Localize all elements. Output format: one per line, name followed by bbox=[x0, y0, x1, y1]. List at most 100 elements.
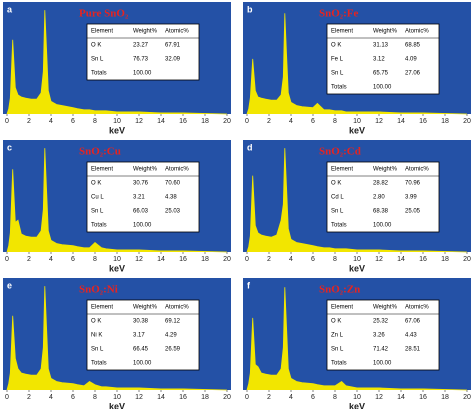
x-tick-label: 4 bbox=[49, 118, 53, 125]
x-tick-label: 14 bbox=[397, 394, 405, 401]
table-header: Element bbox=[91, 305, 113, 311]
panel-title: SnO₂:Fe bbox=[319, 8, 358, 20]
table-header: Atomic% bbox=[405, 167, 429, 173]
x-tick-label: 14 bbox=[157, 394, 165, 401]
table-header: Atomic% bbox=[165, 29, 189, 35]
x-tick-label: 18 bbox=[441, 256, 449, 263]
table-cell: 76.73 bbox=[133, 57, 149, 63]
table-cell: 27.06 bbox=[405, 71, 421, 77]
table-cell: Totals bbox=[331, 361, 347, 367]
table-header: Element bbox=[331, 167, 353, 173]
x-tick-label: 0 bbox=[5, 118, 9, 125]
table-cell: 4.43 bbox=[405, 333, 417, 339]
table-cell: 3.17 bbox=[133, 333, 145, 339]
x-tick-label: 16 bbox=[179, 118, 187, 125]
panel: 0 2 4 6 8 10 12 14 16 18 20 keV c SnO₂:Cu Element Weigh… bbox=[3, 140, 231, 273]
table-cell: 4.29 bbox=[165, 333, 177, 339]
table-box bbox=[86, 299, 200, 371]
x-axis-label: keV bbox=[349, 125, 365, 135]
x-tick-label: 18 bbox=[201, 256, 209, 263]
table-cell: Sn L bbox=[91, 57, 104, 63]
x-tick-label: 16 bbox=[419, 394, 427, 401]
table-cell: 68.85 bbox=[405, 43, 421, 49]
table-cell: 67.91 bbox=[165, 43, 181, 49]
table-cell: Totals bbox=[91, 71, 107, 77]
table-cell: Ni K bbox=[91, 333, 102, 339]
panel: 0 2 4 6 8 10 12 14 16 18 20 keV d SnO₂:Cd Element Weigh… bbox=[243, 140, 471, 273]
table-cell: O K bbox=[331, 319, 341, 325]
panel-letter: c bbox=[7, 142, 12, 152]
x-tick-label: 16 bbox=[419, 256, 427, 263]
x-tick-label: 18 bbox=[201, 118, 209, 125]
x-tick-label: 6 bbox=[311, 256, 315, 263]
x-tick-label: 2 bbox=[267, 118, 271, 125]
spectrum bbox=[246, 148, 468, 253]
x-tick-label: 10 bbox=[353, 256, 361, 263]
x-tick-label: 4 bbox=[289, 394, 293, 401]
x-tick-label: 10 bbox=[353, 118, 361, 125]
x-tick-label: 8 bbox=[93, 256, 97, 263]
table-cell: O K bbox=[331, 43, 341, 49]
x-tick-label: 12 bbox=[135, 394, 143, 401]
x-tick-label: 2 bbox=[267, 394, 271, 401]
panel: 0 2 4 6 8 10 12 14 16 18 20 keV b SnO₂:Fe Element Weigh… bbox=[243, 2, 471, 135]
table-cell: 65.75 bbox=[373, 71, 389, 77]
x-tick-label: 18 bbox=[201, 394, 209, 401]
x-tick-label: 8 bbox=[93, 118, 97, 125]
panel-letter: a bbox=[7, 4, 13, 14]
table-cell: 3.26 bbox=[373, 333, 385, 339]
x-tick-label: 12 bbox=[135, 118, 143, 125]
x-tick-label: 16 bbox=[179, 256, 187, 263]
x-tick-label: 4 bbox=[49, 394, 53, 401]
x-tick-label: 4 bbox=[289, 256, 293, 263]
spectrum bbox=[6, 10, 228, 115]
table-cell: 4.38 bbox=[165, 195, 177, 201]
table-cell: Cd L bbox=[331, 195, 344, 201]
x-tick-label: 8 bbox=[333, 256, 337, 263]
table-cell: 28.82 bbox=[373, 181, 389, 187]
table-cell: Sn L bbox=[331, 209, 344, 215]
table-header: Atomic% bbox=[165, 305, 189, 311]
table-header: Weight% bbox=[133, 305, 158, 311]
table-cell: 100.00 bbox=[373, 85, 392, 91]
x-tick-label: 2 bbox=[27, 118, 31, 125]
table-cell: Totals bbox=[91, 223, 107, 229]
x-tick-label: 12 bbox=[375, 394, 383, 401]
table-header: Atomic% bbox=[165, 167, 189, 173]
panel-title: Pure SnO₂ bbox=[79, 8, 129, 20]
table-cell: 30.76 bbox=[133, 181, 149, 187]
x-tick-label: 8 bbox=[93, 394, 97, 401]
panel-letter: b bbox=[247, 4, 253, 14]
table-cell: 69.12 bbox=[165, 319, 181, 325]
x-tick-label: 16 bbox=[179, 394, 187, 401]
table-box bbox=[326, 161, 440, 233]
table-header: Weight% bbox=[133, 167, 158, 173]
table-header: Element bbox=[91, 167, 113, 173]
table-header: Atomic% bbox=[405, 305, 429, 311]
table-header: Element bbox=[331, 29, 353, 35]
panel-title: SnO₂:Zn bbox=[319, 284, 360, 296]
table-header: Element bbox=[91, 29, 113, 35]
panel: 0 2 4 6 8 10 12 14 16 18 20 keV f SnO₂:Zn Element Weigh… bbox=[243, 278, 471, 411]
table-cell: 70.60 bbox=[165, 181, 181, 187]
x-tick-label: 14 bbox=[157, 256, 165, 263]
table-cell: Totals bbox=[331, 223, 347, 229]
table-cell: 2.80 bbox=[373, 195, 385, 201]
x-tick-label: 18 bbox=[441, 394, 449, 401]
x-tick-label: 20 bbox=[223, 118, 231, 125]
table-cell: Sn L bbox=[91, 209, 104, 215]
x-tick-label: 0 bbox=[245, 394, 249, 401]
table-cell: Sn L bbox=[91, 347, 104, 353]
panel-title: SnO₂:Cd bbox=[319, 146, 361, 158]
table-cell: 4.09 bbox=[405, 57, 417, 63]
table-cell: Zn L bbox=[331, 333, 344, 339]
table-cell: 71.42 bbox=[373, 347, 389, 353]
table-cell: Fe L bbox=[331, 57, 344, 63]
table-cell: 100.00 bbox=[133, 223, 152, 229]
x-tick-label: 0 bbox=[245, 256, 249, 263]
panel-letter: d bbox=[247, 142, 253, 152]
x-tick-label: 6 bbox=[71, 256, 75, 263]
x-tick-label: 6 bbox=[311, 118, 315, 125]
table-header: Element bbox=[331, 305, 353, 311]
x-tick-label: 4 bbox=[289, 118, 293, 125]
